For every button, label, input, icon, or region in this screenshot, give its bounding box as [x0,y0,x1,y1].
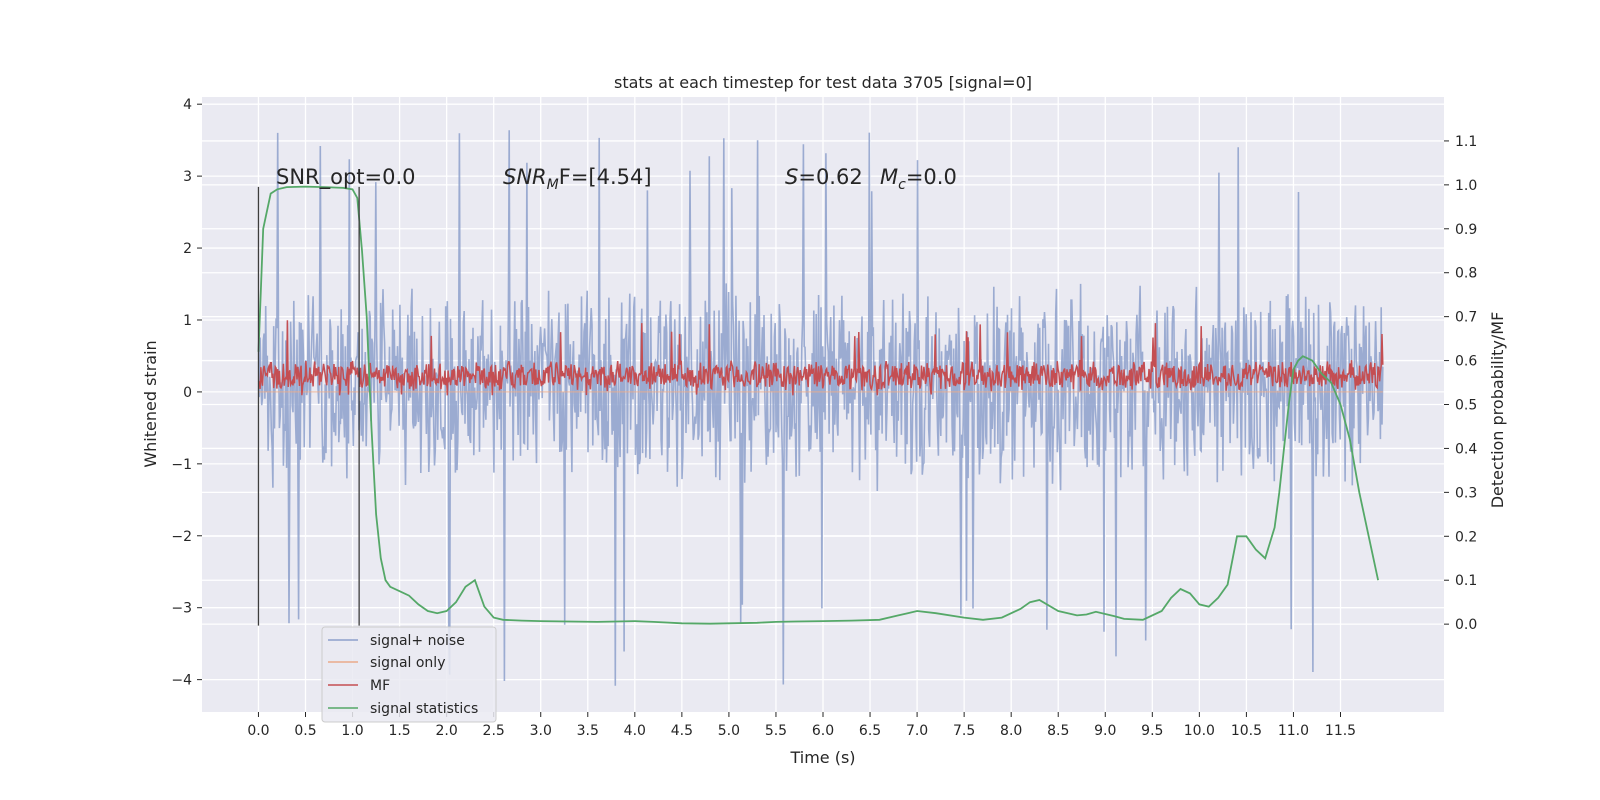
y2-tick-label: 1.0 [1455,178,1477,194]
annotation-snr-mf-value: F=[4.54] [559,165,652,189]
x-tick-label: 5.5 [765,723,787,739]
x-tick-label: 1.5 [388,723,410,739]
annotation-s-symbol: S [785,165,798,189]
x-tick-label: 9.5 [1141,723,1163,739]
x-tick-label: 5.0 [718,723,740,739]
y-tick-label: 2 [183,241,192,257]
y2-tick-label: 0.6 [1455,354,1477,370]
y-tick-label: −3 [171,601,192,617]
y2-tick-label: 1.1 [1455,134,1477,150]
x-tick-label: 0.5 [294,723,316,739]
legend-label-mf: MF [370,678,390,694]
series-layer [257,130,1384,686]
chart-title: stats at each timestep for test data 370… [614,73,1032,92]
legend-label-signal-noise: signal+ noise [370,633,465,649]
y2-axis-label: Detection probability/MF [1488,312,1507,509]
y2-tick-label: 0.0 [1455,617,1477,633]
x-tick-label: 11.0 [1278,723,1309,739]
legend-box [321,626,497,723]
vline-layer [257,186,360,626]
annotation-s: S=0.62 [785,165,863,189]
signal-statistics-series [257,185,1379,625]
x-tick-label: 6.5 [859,723,881,739]
x-tick-label: 8.0 [1000,723,1022,739]
y2-tick-label: 0.3 [1455,485,1477,501]
x-tick-label: 10.0 [1184,723,1215,739]
annotation-mc-value: =0.0 [906,165,957,189]
signal-noise-series [257,130,1384,686]
axes-layer: 0.0 0.5 1.0 1.5 2.0 2.5 3.0 3.5 4.0 4.5 5.0 5.5 6.0 6… [171,97,1477,739]
x-tick-label: 7.5 [953,723,975,739]
x-tick-label: 10.5 [1231,723,1262,739]
y-tick-label: 1 [183,313,192,329]
x-tick-label: 3.0 [530,723,552,739]
x-tick-label: 7.0 [906,723,928,739]
x-tick-label: 4.5 [671,723,693,739]
annotation-snr-opt: SNR_opt=0.0 [276,165,416,190]
y2-tick-label: 0.4 [1455,441,1477,457]
annotation-snr-mf: SNRMF=[4.54] [503,165,652,193]
legend-label-signal-statistics: signal statistics [370,701,478,717]
annotation-snr-mf-symbol: SNR [503,165,547,189]
annotation-mc: Mc=0.0 [880,165,957,193]
x-tick-label: 3.5 [577,723,599,739]
x-tick-label: 0.0 [247,723,269,739]
annotation-s-value: =0.62 [798,165,862,189]
x-tick-label: 11.5 [1325,723,1356,739]
x-axis-label: Time (s) [789,748,855,767]
y2-tick-label: 0.5 [1455,398,1477,414]
legend: signal+ noise signal only MF signal stat… [321,626,497,723]
mf-series [257,320,1384,396]
y2-tick-label: 0.9 [1455,222,1477,238]
y-tick-label: 3 [183,169,192,185]
y2-tick-label: 0.2 [1455,529,1477,545]
y-tick-label: −1 [171,457,192,473]
legend-label-signal-only: signal only [370,655,445,671]
x-tick-label: 1.0 [341,723,363,739]
x-tick-label: 8.5 [1047,723,1069,739]
y2-tick-label: 0.1 [1455,573,1477,589]
y-axis-label: Whitened strain [141,340,160,467]
x-tick-label: 9.0 [1094,723,1116,739]
y2-tick-label: 0.8 [1455,266,1477,282]
annotation-snr-mf-subscript: M [547,177,559,193]
x-tick-label: 6.0 [812,723,834,739]
x-tick-label: 4.0 [624,723,646,739]
y2-tick-label: 0.7 [1455,310,1477,326]
y-tick-label: −2 [171,529,192,545]
x-tick-label: 2.0 [436,723,458,739]
y-tick-label: 4 [183,97,192,113]
annotation-mc-symbol: M [880,165,898,189]
x-tick-label: 2.5 [483,723,505,739]
y-tick-label: 0 [183,385,192,401]
annotation-mc-subscript: c [898,177,906,193]
y-tick-label: −4 [171,673,192,689]
